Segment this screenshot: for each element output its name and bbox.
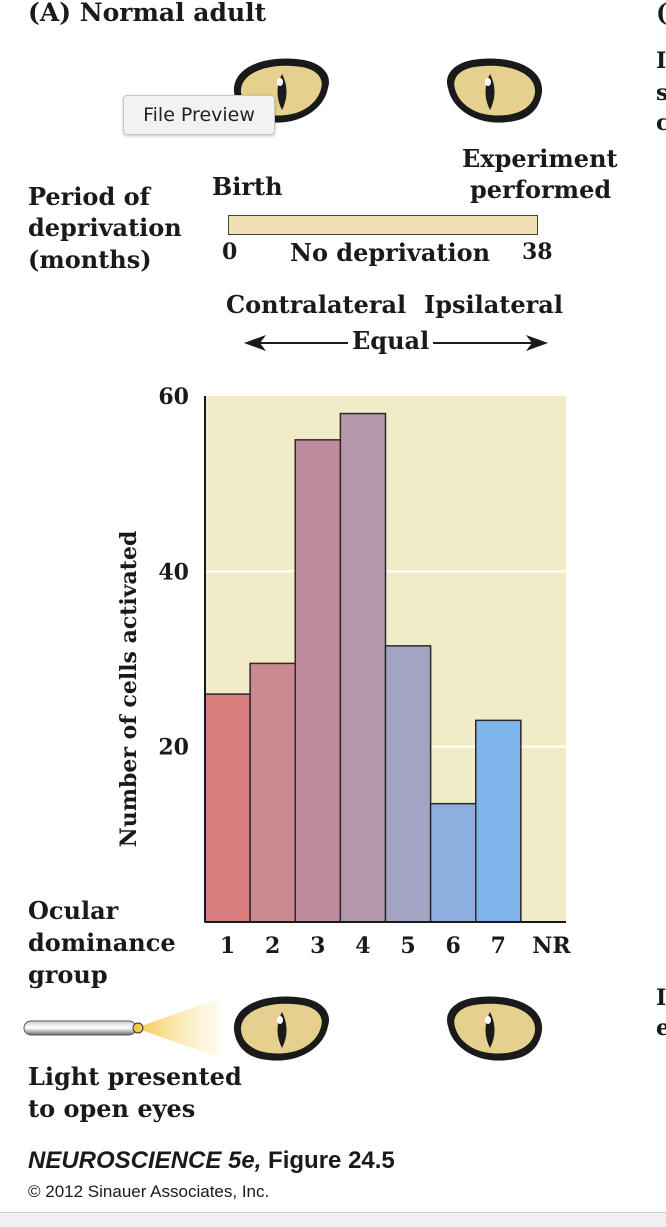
file-preview-button[interactable]: File Preview — [123, 95, 275, 135]
x-tick-label: 2 — [265, 933, 280, 959]
cutoff-glyph: e — [656, 1015, 666, 1041]
birth-label: Birth — [212, 172, 283, 201]
figure-caption-title: NEUROSCIENCE 5e, Figure 24.5 — [28, 1147, 395, 1175]
timeline-end-label: 38 — [522, 239, 553, 265]
y-tick-label: 60 — [158, 384, 189, 410]
cutoff-glyph: c — [656, 110, 666, 136]
period-label-line: Period of — [28, 182, 150, 211]
period-label-line: deprivation — [28, 213, 182, 242]
bar-group-5 — [384, 645, 432, 923]
period-label-line: (months) — [28, 245, 152, 274]
x-axis-label-line: dominance — [28, 928, 176, 957]
deprivation-condition-label: No deprivation — [290, 238, 491, 267]
x-tick-label: 3 — [310, 933, 325, 959]
light-source-icon — [23, 998, 220, 1058]
figure-number: Figure 24.5 — [261, 1147, 395, 1174]
arrow-left-icon — [244, 335, 266, 351]
x-tick-label: 7 — [491, 933, 506, 959]
cutoff-glyph: I — [656, 48, 666, 74]
y-axis-label: Number of cells activated — [116, 531, 142, 848]
x-tick-label: 6 — [446, 933, 461, 959]
bar-group-6 — [429, 802, 477, 923]
deprivation-timeline-bar — [228, 215, 538, 235]
copyright-notice: © 2012 Sinauer Associates, Inc. — [28, 1182, 270, 1201]
bottom-toolbar-strip — [0, 1212, 666, 1227]
experiment-label-line: performed — [470, 175, 612, 204]
bar-group-4 — [339, 412, 387, 923]
x-tick-label: NR — [532, 933, 571, 959]
x-tick-label: 1 — [220, 933, 235, 959]
bar-group-1 — [204, 693, 251, 923]
stimulus-label-line: to open eyes — [28, 1094, 196, 1123]
bar-group-7 — [475, 719, 522, 923]
stimulus-label-line: Light presented — [28, 1062, 242, 1091]
y-tick-label: 20 — [158, 735, 189, 761]
x-tick-label: 5 — [400, 933, 415, 959]
experiment-label-line: Experiment — [462, 144, 618, 173]
book-title: NEUROSCIENCE 5e, — [28, 1147, 262, 1174]
cat-eye-icon — [447, 58, 543, 123]
x-tick-label: 4 — [355, 933, 370, 959]
cutoff-glyph: s — [656, 80, 666, 106]
y-tick-label: 40 — [158, 559, 189, 585]
bar-group-3 — [294, 439, 342, 923]
cat-eye-icon — [233, 996, 329, 1061]
cat-eye-icon — [447, 996, 543, 1061]
equal-label: Equal — [348, 326, 434, 355]
bar-group-2 — [249, 662, 296, 923]
cutoff-glyph: I — [656, 985, 666, 1011]
ipsilateral-label: Ipsilateral — [424, 290, 563, 319]
arrow-right-icon — [526, 335, 548, 351]
cutoff-glyph: ( — [656, 0, 666, 27]
x-axis-label-line: Ocular — [28, 896, 119, 925]
x-axis-label-line: group — [28, 960, 108, 989]
contralateral-label: Contralateral — [226, 290, 407, 319]
timeline-start-label: 0 — [222, 239, 238, 265]
panel-title: (A) Normal adult — [28, 0, 267, 27]
ocular-dominance-chart: 20 40 60 1 2 3 4 5 6 7 NR Number of cells activat… — [116, 384, 571, 959]
